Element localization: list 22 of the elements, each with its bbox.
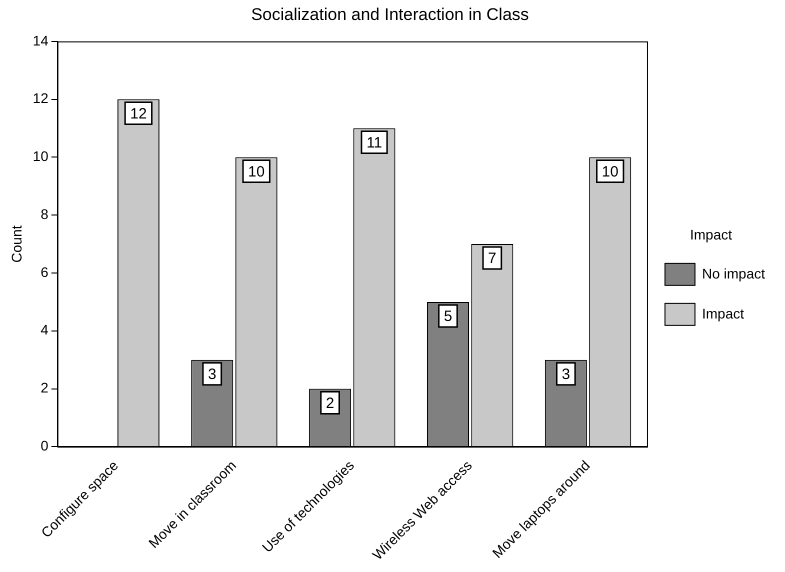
data-label: 10	[248, 163, 265, 180]
y-tick-label: 4	[40, 322, 49, 338]
y-tick-label: 6	[40, 264, 49, 280]
y-tick-label: 14	[32, 32, 49, 48]
y-tick-label: 0	[40, 438, 49, 454]
data-label: 10	[602, 163, 618, 180]
y-tick-label: 8	[40, 206, 49, 222]
data-label: 2	[326, 394, 334, 412]
y-tick-label: 10	[32, 148, 49, 164]
data-label: 5	[444, 308, 452, 326]
chart-title: Socialization and Interaction in Class	[251, 4, 529, 24]
data-label: 3	[208, 366, 216, 383]
y-tick-label: 2	[40, 380, 49, 396]
y-tick-label: 12	[32, 90, 49, 106]
legend-label: Impact	[702, 305, 744, 322]
legend-label: No impact	[702, 265, 766, 282]
legend-title: Impact	[690, 226, 732, 242]
y-axis-title: Count	[8, 225, 24, 263]
data-label: 3	[562, 366, 570, 383]
data-label: 12	[130, 105, 147, 122]
data-label: 7	[488, 250, 496, 268]
data-label: 11	[366, 134, 382, 152]
